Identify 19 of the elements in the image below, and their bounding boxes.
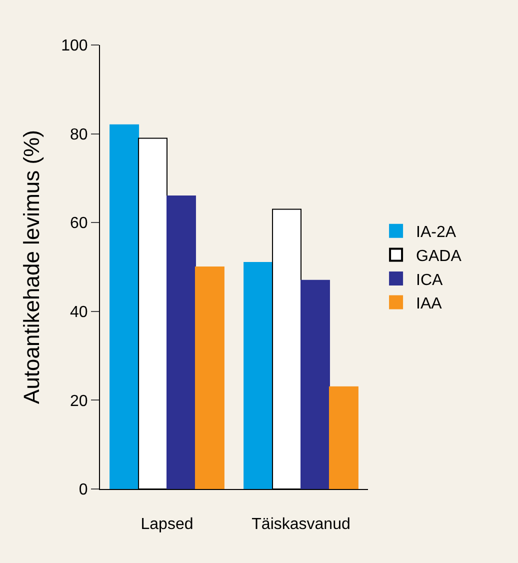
bar <box>244 262 274 489</box>
bar <box>328 386 358 489</box>
bar <box>194 266 224 489</box>
bar <box>300 280 330 489</box>
y-tick-label: 20 <box>70 392 88 410</box>
y-axis-title: Autoantikehade levimus (%) <box>18 130 44 404</box>
legend-label: GADA <box>416 248 462 265</box>
legend-label: ICA <box>416 272 444 289</box>
y-tick-label: 0 <box>78 482 88 499</box>
y-tick-label: 80 <box>70 126 88 144</box>
y-tick-label: 100 <box>61 38 88 55</box>
x-tick-label: Lapsed <box>140 516 194 534</box>
bar <box>166 195 196 489</box>
x-tick-label: Täiskasvanud <box>252 516 350 534</box>
y-tick-label: 60 <box>70 215 88 232</box>
legend-label: IAA <box>416 296 442 313</box>
legend-label: IA-2A <box>416 224 456 242</box>
y-tick-label: 40 <box>70 304 88 321</box>
bar <box>110 124 140 489</box>
